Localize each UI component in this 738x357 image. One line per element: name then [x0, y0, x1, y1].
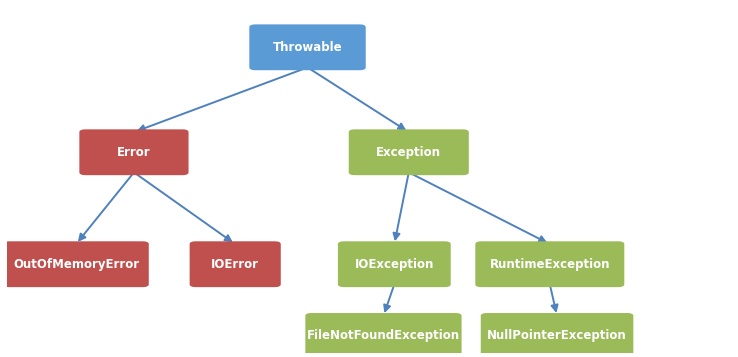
Text: FileNotFoundException: FileNotFoundException — [307, 330, 460, 342]
Text: NullPointerException: NullPointerException — [487, 330, 627, 342]
Text: Throwable: Throwable — [273, 41, 342, 54]
FancyBboxPatch shape — [4, 241, 149, 287]
Text: Exception: Exception — [376, 146, 441, 159]
Text: IOException: IOException — [355, 258, 434, 271]
FancyBboxPatch shape — [480, 313, 633, 357]
FancyBboxPatch shape — [338, 241, 451, 287]
FancyBboxPatch shape — [475, 241, 624, 287]
Text: RuntimeException: RuntimeException — [489, 258, 610, 271]
Text: Error: Error — [117, 146, 151, 159]
FancyBboxPatch shape — [190, 241, 280, 287]
Text: IOError: IOError — [211, 258, 259, 271]
FancyBboxPatch shape — [349, 129, 469, 175]
FancyBboxPatch shape — [80, 129, 188, 175]
FancyBboxPatch shape — [306, 313, 461, 357]
FancyBboxPatch shape — [249, 24, 366, 70]
Text: OutOfMemoryError: OutOfMemoryError — [13, 258, 139, 271]
